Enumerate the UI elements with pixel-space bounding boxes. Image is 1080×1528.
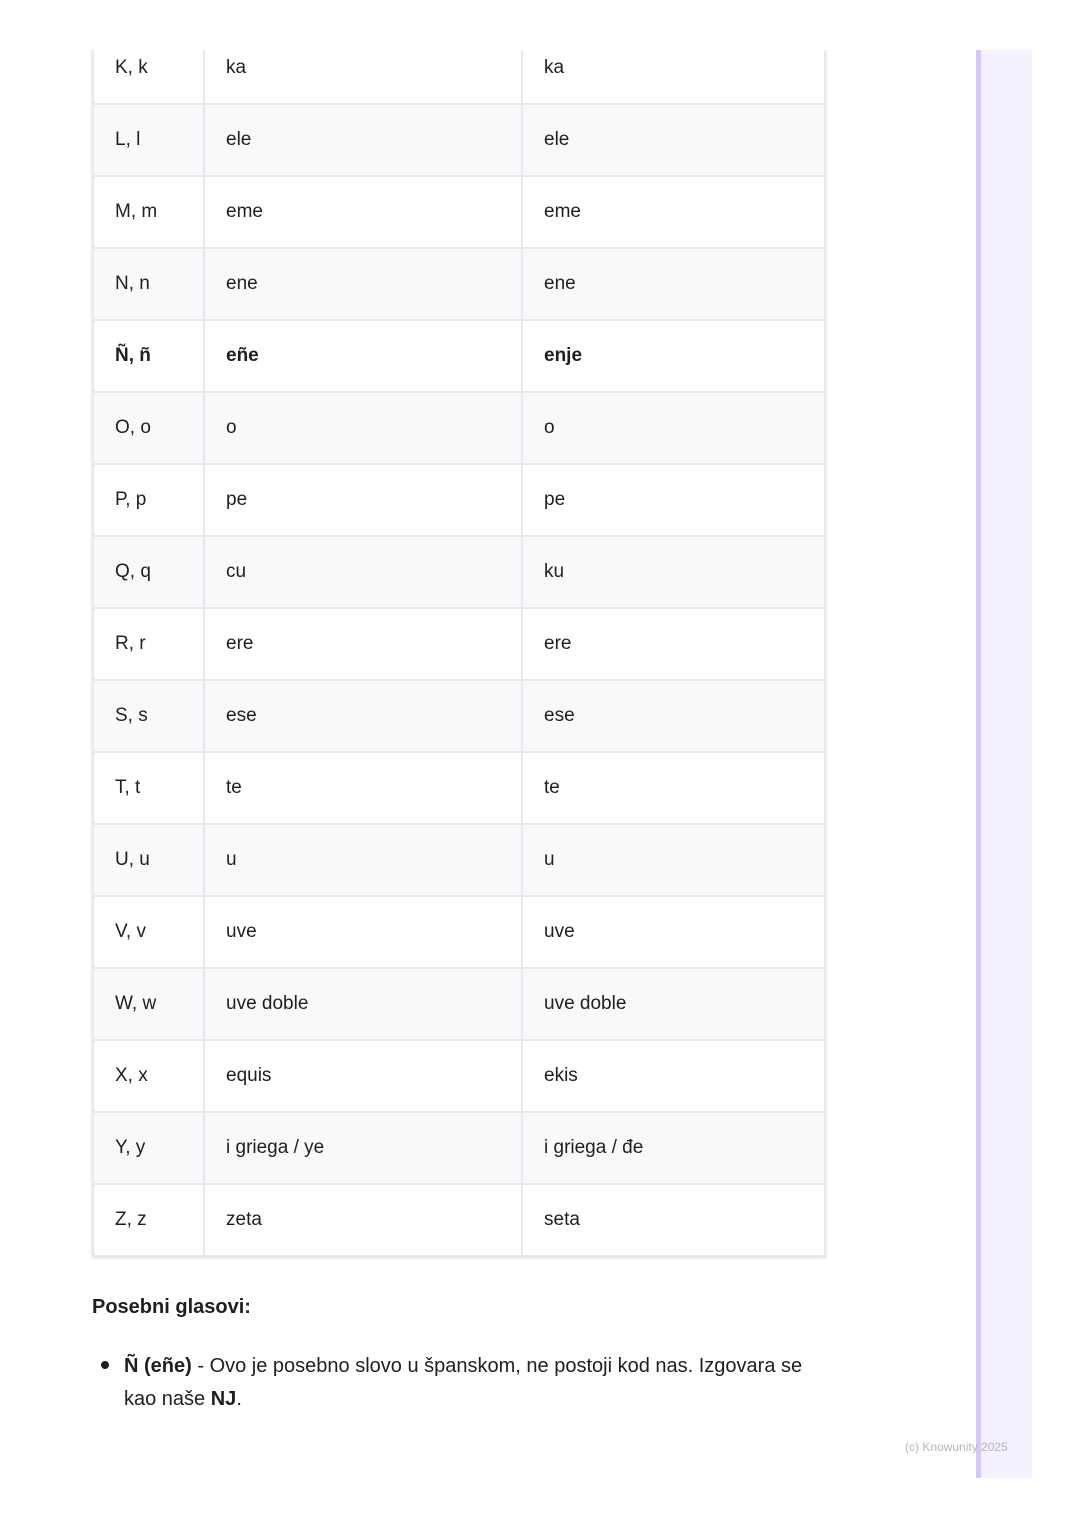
pronunciation-cell: ka: [521, 50, 826, 105]
pronunciation-cell: u: [521, 823, 826, 897]
name-cell: ere: [203, 607, 523, 681]
name-cell: cu: [203, 535, 523, 609]
letter-cell: W, w: [92, 967, 205, 1041]
name-cell: pe: [203, 463, 523, 537]
name-cell: ene: [203, 247, 523, 321]
copyright: (c) Knowunity 2025: [905, 1440, 1008, 1454]
letter-cell: Q, q: [92, 535, 205, 609]
letter-cell: Z, z: [92, 1183, 205, 1257]
pronunciation-cell: ekis: [521, 1039, 826, 1113]
bullet-dot: [101, 1361, 109, 1369]
letter-cell: Y, y: [92, 1111, 205, 1185]
pronunciation-cell: enje: [521, 319, 826, 393]
name-cell: uve: [203, 895, 523, 969]
table-row: V, v uve uve: [92, 895, 826, 969]
pronunciation-cell: ku: [521, 535, 826, 609]
name-cell: o: [203, 391, 523, 465]
pronunciation-cell: ese: [521, 679, 826, 753]
letter-cell: V, v: [92, 895, 205, 969]
letter-cell: N, n: [92, 247, 205, 321]
pronunciation-cell: uve: [521, 895, 826, 969]
letter-cell: M, m: [92, 175, 205, 249]
table-row: R, r ere ere: [92, 607, 826, 681]
name-cell: ele: [203, 103, 523, 177]
letter-cell: K, k: [92, 50, 205, 105]
table-row: T, t te te: [92, 751, 826, 825]
name-cell: zeta: [203, 1183, 523, 1257]
alphabet-table: K, k ka ka L, l ele ele M, m eme eme N, n ene ene Ñ,…: [92, 50, 826, 1257]
letter-cell: Ñ, ñ: [92, 319, 205, 393]
table-row: S, s ese ese: [92, 679, 826, 753]
name-cell: eme: [203, 175, 523, 249]
letter-cell: T, t: [92, 751, 205, 825]
name-cell: ka: [203, 50, 523, 105]
pronunciation-cell: i griega / đe: [521, 1111, 826, 1185]
letter-cell: R, r: [92, 607, 205, 681]
name-cell: i griega / ye: [203, 1111, 523, 1185]
table-row: W, w uve doble uve doble: [92, 967, 826, 1041]
pronunciation-cell: o: [521, 391, 826, 465]
bullet-term: Ñ (eñe): [124, 1355, 192, 1377]
pronunciation-cell: te: [521, 751, 826, 825]
pronunciation-cell: eme: [521, 175, 826, 249]
bullet-strong: NJ: [210, 1388, 237, 1410]
table-row: K, k ka ka: [92, 50, 826, 105]
bullet-item: Ñ (eñe) - Ovo je posebno slovo u špansko…: [124, 1350, 824, 1416]
table-row: Q, q cu ku: [92, 535, 826, 609]
table-row: Ñ, ñ eñe enje: [92, 319, 826, 393]
name-cell: uve doble: [203, 967, 523, 1041]
letter-cell: L, l: [92, 103, 205, 177]
table-row: N, n ene ene: [92, 247, 826, 321]
pronunciation-cell: ene: [521, 247, 826, 321]
letter-cell: O, o: [92, 391, 205, 465]
pronunciation-cell: pe: [521, 463, 826, 537]
pronunciation-cell: ele: [521, 103, 826, 177]
table-row: M, m eme eme: [92, 175, 826, 249]
letter-cell: S, s: [92, 679, 205, 753]
letter-cell: U, u: [92, 823, 205, 897]
letter-cell: P, p: [92, 463, 205, 537]
bullet-end: .: [236, 1388, 242, 1410]
side-panel: [976, 50, 1032, 1478]
name-cell: te: [203, 751, 523, 825]
pronunciation-cell: uve doble: [521, 967, 826, 1041]
name-cell: eñe: [203, 319, 523, 393]
section-heading: Posebni glasovi:: [92, 1296, 251, 1318]
pronunciation-cell: ere: [521, 607, 826, 681]
bullet-text: - Ovo je posebno slovo u španskom, ne po…: [124, 1355, 803, 1410]
pronunciation-cell: seta: [521, 1183, 826, 1257]
alphabet-table-container: K, k ka ka L, l ele ele M, m eme eme N, n ene ene Ñ,…: [88, 50, 832, 1262]
name-cell: equis: [203, 1039, 523, 1113]
table-row: P, p pe pe: [92, 463, 826, 537]
name-cell: ese: [203, 679, 523, 753]
table-row: L, l ele ele: [92, 103, 826, 177]
name-cell: u: [203, 823, 523, 897]
table-row: Z, z zeta seta: [92, 1183, 826, 1257]
letter-cell: X, x: [92, 1039, 205, 1113]
table-row: X, x equis ekis: [92, 1039, 826, 1113]
